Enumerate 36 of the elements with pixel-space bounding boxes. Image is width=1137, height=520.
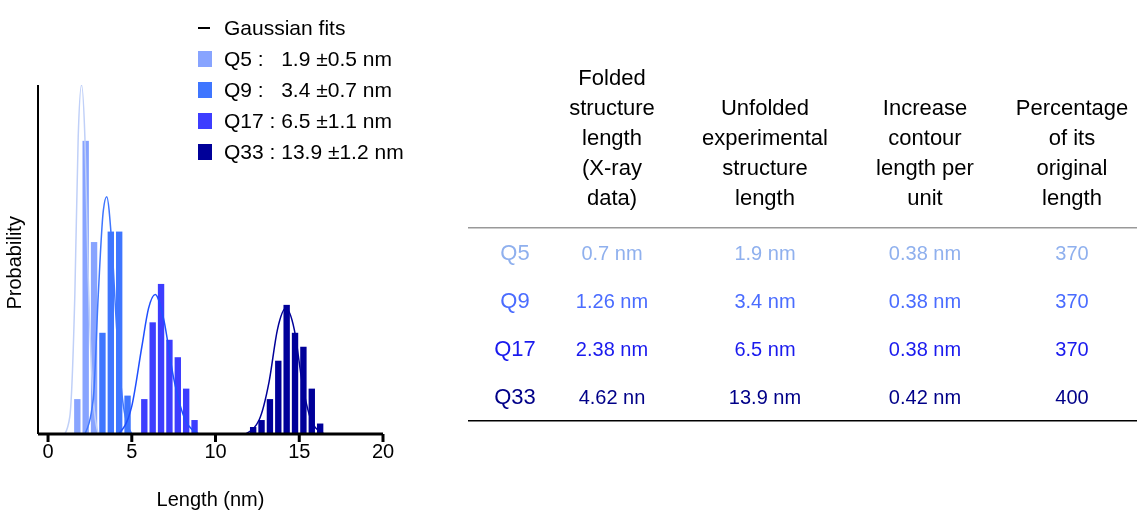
text: Q17 — [494, 336, 536, 361]
text: Increase contour length per unit — [876, 95, 974, 210]
text: 0.38 nm — [888, 242, 962, 264]
legend-label: Q33 : 13.9 ±1.2 nm — [224, 139, 404, 165]
text: 370 — [1055, 338, 1089, 360]
text: 3.4 nm — [734, 290, 796, 312]
text: 400 — [1055, 386, 1089, 408]
text: Percentage of its original length — [1015, 95, 1129, 210]
text: 4.62 nn — [578, 386, 646, 408]
text: Q33 — [494, 384, 536, 409]
x-tick-label: 5 — [126, 440, 138, 463]
text: 1.9 nm — [734, 242, 796, 264]
y-axis-title: Probability — [3, 216, 26, 310]
legend-label: Q17 : 6.5 ±1.1 nm — [224, 108, 392, 134]
x-axis-title: Length (nm) — [156, 488, 265, 510]
text: 370 — [1055, 242, 1089, 264]
text: 6.5 nm — [734, 338, 796, 360]
text: 0.38 nm — [888, 338, 962, 360]
text: Q9 — [500, 288, 530, 313]
text: Q5 — [500, 240, 530, 265]
text: Gaussian fits — [224, 15, 346, 41]
x-tick-label: 0 — [42, 440, 54, 463]
legend-label: Q5 : 1.9 ±0.5 nm — [224, 46, 392, 72]
x-tick-label: 20 — [371, 440, 395, 463]
text: 0.38 nm — [888, 290, 962, 312]
x-tick-label: 10 — [204, 440, 227, 463]
x-tick-label: 15 — [288, 440, 311, 463]
text: 0.7 nm — [581, 242, 643, 264]
text: 370 — [1055, 290, 1089, 312]
text: 0.42 nm — [888, 386, 962, 408]
legend-label: Q9 : 3.4 ±0.7 nm — [224, 77, 392, 103]
text: 2.38 nm — [575, 338, 649, 360]
text: Unfolded experimental structure length — [702, 95, 828, 210]
text: 13.9 nm — [728, 386, 802, 408]
text: Folded structure length (X-ray data) — [569, 65, 655, 210]
text: 1.26 nm — [575, 290, 649, 312]
